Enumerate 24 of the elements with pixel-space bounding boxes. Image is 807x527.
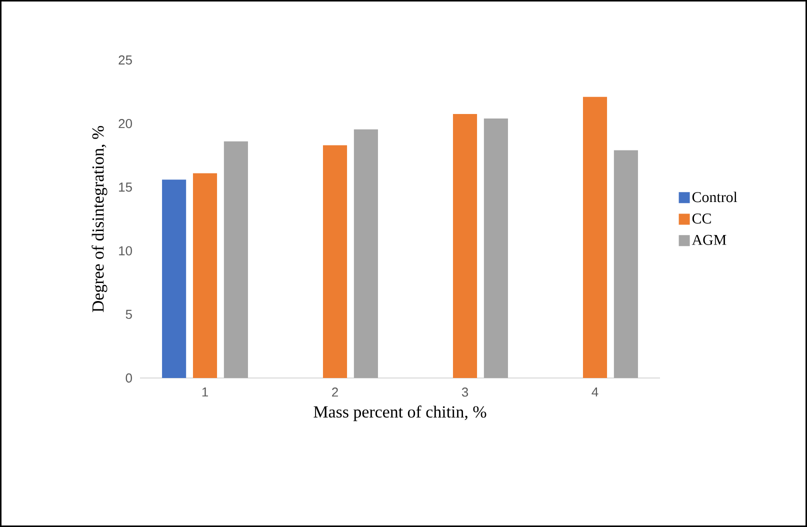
y-tick-label: 25 bbox=[118, 55, 132, 65]
bar bbox=[452, 114, 478, 378]
y-tick-label: 15 bbox=[119, 182, 132, 192]
y-axis-title: Degree of disintegration, % bbox=[92, 126, 108, 312]
legend-label: AGM bbox=[692, 234, 726, 245]
x-tick-label: 2 bbox=[332, 388, 338, 397]
bar bbox=[582, 96, 608, 378]
x-tick-label: 3 bbox=[462, 388, 468, 397]
y-tick-label: 20 bbox=[118, 119, 132, 128]
bar bbox=[192, 173, 218, 378]
y-tick-label: 0 bbox=[126, 373, 132, 383]
bar bbox=[322, 145, 348, 378]
y-tick-label: 10 bbox=[119, 246, 132, 256]
x-axis-title: Mass percent of chitin, % bbox=[314, 406, 486, 422]
legend-label: Control bbox=[692, 192, 738, 202]
bar bbox=[354, 129, 378, 378]
bar bbox=[162, 180, 186, 378]
x-tick-label: 4 bbox=[592, 388, 598, 396]
bar bbox=[224, 141, 248, 378]
bar bbox=[484, 118, 508, 378]
x-tick-label: 1 bbox=[202, 388, 208, 396]
legend-label: CC bbox=[692, 214, 711, 224]
y-tick-label: 5 bbox=[126, 310, 132, 319]
bar bbox=[614, 150, 638, 378]
